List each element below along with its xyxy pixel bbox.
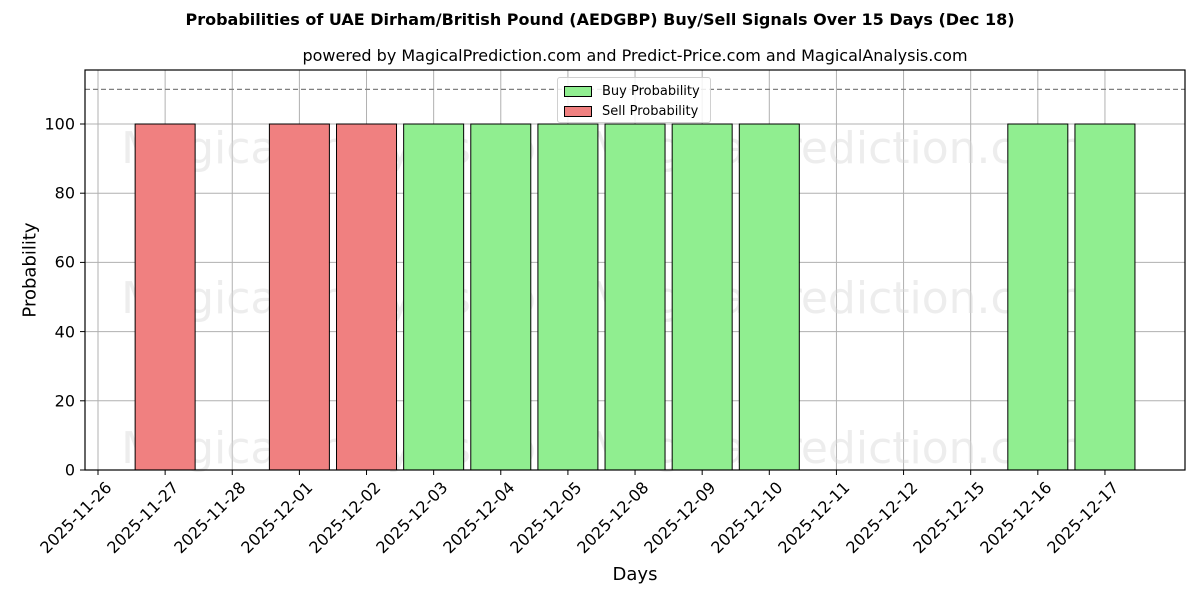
legend-sell-label: Sell Probability bbox=[602, 103, 699, 119]
y-tick-label: 20 bbox=[54, 391, 75, 411]
sell-swatch-icon bbox=[564, 105, 592, 117]
buy-bar bbox=[604, 123, 666, 471]
buy-bar bbox=[1007, 123, 1069, 471]
y-tick-label: 40 bbox=[54, 322, 75, 342]
legend-buy-label: Buy Probability bbox=[602, 83, 700, 99]
y-tick-label: 80 bbox=[54, 183, 75, 203]
buy-swatch-icon bbox=[564, 85, 592, 97]
legend-item-buy: Buy Probability bbox=[564, 83, 700, 99]
y-tick-label: 0 bbox=[64, 460, 75, 480]
buy-bar bbox=[738, 123, 800, 471]
buy-bar bbox=[470, 123, 532, 471]
x-axis-label: Days bbox=[612, 564, 658, 585]
buy-bar bbox=[1074, 123, 1136, 471]
buy-bar bbox=[671, 123, 733, 471]
chart-title: Probabilities of UAE Dirham/British Poun… bbox=[185, 10, 1015, 29]
chart-legend: Buy Probability Sell Probability bbox=[557, 77, 711, 123]
y-tick-label: 60 bbox=[54, 252, 75, 272]
legend-item-sell: Sell Probability bbox=[564, 103, 698, 119]
sell-bar bbox=[336, 123, 398, 471]
chart-subtitle: powered by MagicalPrediction.com and Pre… bbox=[302, 46, 968, 65]
sell-bar bbox=[268, 123, 330, 471]
buy-bar bbox=[537, 123, 599, 471]
buy-bar bbox=[403, 123, 465, 471]
sell-bar bbox=[134, 123, 196, 471]
y-tick-label: 100 bbox=[44, 114, 75, 134]
